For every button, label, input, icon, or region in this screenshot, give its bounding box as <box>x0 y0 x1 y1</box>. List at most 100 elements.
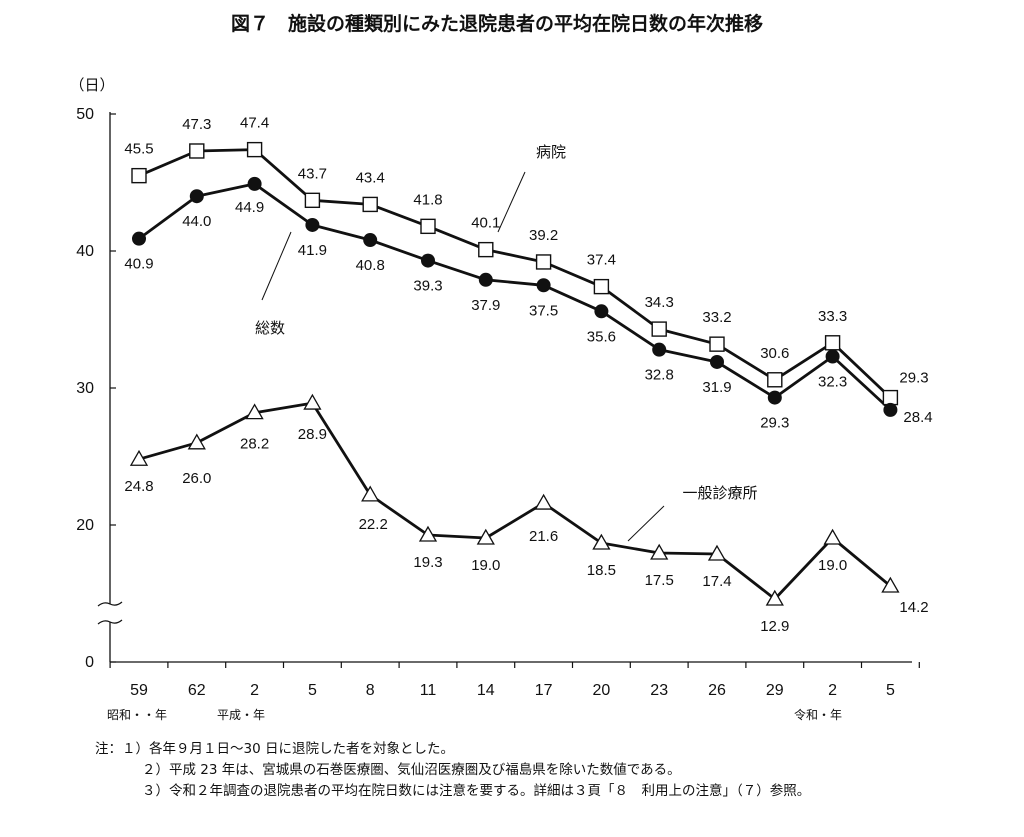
data-label: 30.6 <box>760 345 789 362</box>
triangle-marker <box>650 543 669 560</box>
data-label: 19.0 <box>818 557 847 574</box>
square-marker <box>535 254 552 270</box>
triangle-marker <box>707 544 727 561</box>
data-label: 34.3 <box>645 294 674 311</box>
triangle-marker <box>303 393 322 410</box>
data-label: 37.5 <box>529 302 558 319</box>
era-label: 昭和・・年 <box>107 708 167 722</box>
data-label: 39.2 <box>529 227 558 244</box>
circle-marker <box>363 233 378 248</box>
x-tick-label: 5 <box>308 682 317 699</box>
x-tick-label: 8 <box>366 682 375 699</box>
axis-break-mark <box>97 619 123 625</box>
line-chart: 図７ 施設の種類別にみた退院患者の平均在院日数の年次推移 （日） 0 20 30 40… <box>69 12 932 722</box>
data-label: 28.2 <box>240 436 269 453</box>
circle-marker <box>652 342 667 357</box>
series-line-0 <box>138 148 892 399</box>
data-label: 45.5 <box>124 141 153 158</box>
data-label: 33.2 <box>702 309 731 326</box>
triangle-marker <box>361 485 380 502</box>
square-marker <box>651 321 667 337</box>
square-marker <box>246 141 263 158</box>
square-marker <box>362 196 378 213</box>
y-unit-label: （日） <box>69 76 114 94</box>
square-marker <box>709 336 725 352</box>
y-tick-label: 50 <box>76 106 94 123</box>
y-tick-label: 0 <box>85 654 94 671</box>
data-label: 14.2 <box>899 599 928 616</box>
circle-marker <box>825 349 840 364</box>
x-tick-label: 14 <box>477 682 495 699</box>
data-labels: 45.5 47.3 47.4 43.7 43.4 41.8 40.1 39.2 37.4 34.3… <box>124 115 932 635</box>
x-tick-label: 29 <box>766 682 784 699</box>
data-label: 12.9 <box>760 618 789 635</box>
square-marker <box>593 278 610 295</box>
data-label: 17.4 <box>702 573 731 590</box>
leader-line <box>497 171 526 233</box>
circle-marker <box>883 402 898 417</box>
x-tick-label: 62 <box>188 682 206 699</box>
x-tick-label: 26 <box>708 682 726 699</box>
y-tick-label: 30 <box>76 380 94 397</box>
series-line-1 <box>138 182 892 411</box>
leader-line <box>261 231 292 301</box>
data-label: 40.9 <box>124 256 153 273</box>
triangle-marker <box>534 493 553 510</box>
data-label: 17.5 <box>645 572 674 589</box>
footnote-3: ３）令和２年調査の退院患者の平均在院日数には注意を要する。詳細は３頁「８ 利用上… <box>142 783 811 799</box>
data-label: 28.4 <box>903 409 932 426</box>
square-marker <box>189 143 205 159</box>
y-tick-label: 40 <box>76 243 94 260</box>
triangle-marker <box>476 528 495 545</box>
data-label: 29.3 <box>899 370 928 387</box>
circle-marker <box>305 217 320 232</box>
data-label: 19.3 <box>413 554 442 571</box>
x-tick-label: 2 <box>250 682 259 699</box>
square-marker <box>767 372 783 388</box>
circle-marker <box>189 189 204 204</box>
x-tick-label: 17 <box>535 682 553 699</box>
data-label: 41.8 <box>413 191 442 208</box>
footnote-1: 注：１）各年９月１日～30 日に退院した者を対象とした。 <box>95 741 454 757</box>
chart-title: 図７ 施設の種類別にみた退院患者の平均在院日数の年次推移 <box>231 12 763 35</box>
data-label: 32.3 <box>818 373 847 390</box>
circle-marker <box>767 390 782 405</box>
data-label: 44.0 <box>182 213 211 230</box>
circle-marker <box>132 231 146 246</box>
triangle-marker <box>187 433 206 450</box>
data-label: 29.3 <box>760 415 789 432</box>
circle-marker <box>594 304 609 319</box>
circle-marker <box>421 253 435 268</box>
data-label: 31.9 <box>702 379 731 396</box>
data-label: 40.8 <box>356 257 385 274</box>
x-tick-label: 59 <box>130 682 148 699</box>
data-label: 26.0 <box>182 470 211 487</box>
circle-marker <box>536 278 551 293</box>
y-tick-label: 20 <box>76 517 94 534</box>
x-tick-label: 2 <box>828 682 837 699</box>
data-label: 28.9 <box>298 426 327 443</box>
axes: 0 20 30 40 50 59 62 2 5 8 11 14 17 20 23 26 29 2 5 昭和・・年 平成・… <box>76 106 920 722</box>
axis-break-mark <box>97 601 123 607</box>
triangle-marker <box>129 449 149 466</box>
data-label: 32.8 <box>645 367 674 384</box>
data-label: 43.4 <box>356 169 385 186</box>
footnote-2: ２）平成 23 年は、宮城県の石巻医療圏、気仙沼医療圏及び福島県を除いた数値であ… <box>142 762 681 778</box>
square-marker <box>420 218 436 235</box>
data-label: 19.0 <box>471 557 500 574</box>
circle-marker <box>710 354 724 369</box>
triangle-marker <box>592 533 611 550</box>
square-marker <box>478 241 494 258</box>
triangle-marker <box>881 576 900 593</box>
square-marker <box>882 389 899 406</box>
data-label: 37.9 <box>471 297 500 314</box>
data-label: 44.9 <box>235 199 264 216</box>
circle-marker <box>478 272 493 287</box>
series-line-2 <box>138 401 892 601</box>
data-label: 33.3 <box>818 308 847 325</box>
era-label: 平成・年 <box>217 708 265 722</box>
square-marker <box>131 167 147 184</box>
data-label: 21.6 <box>529 528 558 545</box>
square-marker <box>304 192 321 209</box>
